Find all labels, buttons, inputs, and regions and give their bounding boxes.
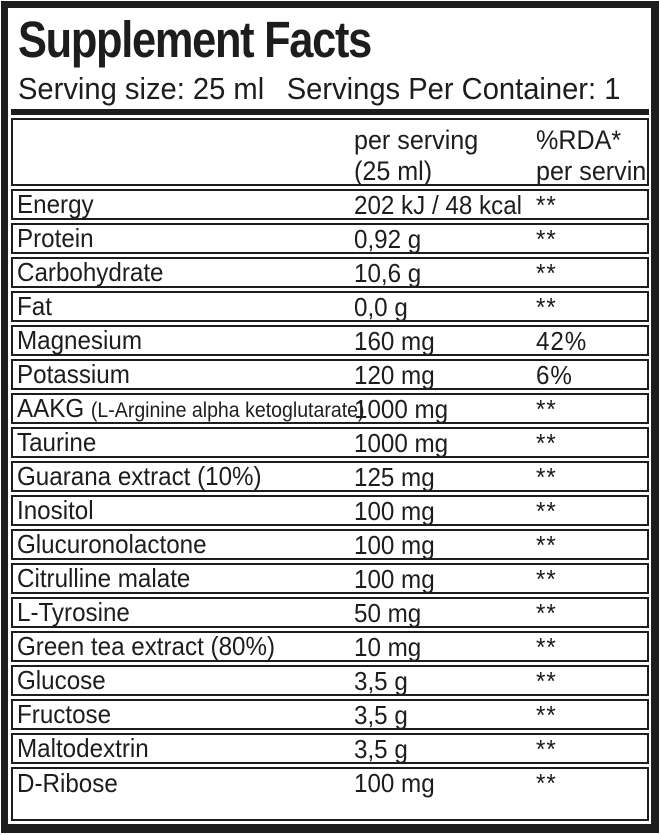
nutrient-rda: ** [536,598,557,628]
nutrient-rda: ** [536,768,557,798]
nutrient-row: D-Ribose 100 mg ** [11,767,649,821]
nutrient-rda: ** [536,632,557,662]
nutrient-note: (L-Arginine alpha ketoglutarate) [90,399,365,422]
nutrient-row: Fat 0,0 g ** [11,291,649,322]
rda-sublabel: per serving [536,156,649,186]
nutrient-row: Guarana extract (10%) 125 mg ** [11,461,649,492]
nutrient-rda: 6% [536,360,573,390]
nutrient-name: Carbohydrate [17,257,164,287]
nutrient-amount: 10 mg [354,632,422,662]
nutrient-rda: ** [536,734,557,764]
nutrient-amount: 50 mg [354,598,422,628]
nutrient-name: Citrulline malate [17,563,191,593]
nutrient-row: Maltodextrin 3,5 g ** [11,733,649,764]
nutrient-row: L-Tyrosine 50 mg ** [11,597,649,628]
nutrient-amount: 3,5 g [354,666,408,696]
nutrient-amount: 202 kJ / 48 kcal [354,190,523,220]
nutrient-name: Glucuronolactone [17,529,207,559]
nutrient-row: Inositol 100 mg ** [11,495,649,526]
nutrient-row: Carbohydrate 10,6 g ** [11,257,649,288]
nutrient-amount: 3,5 g [354,734,408,764]
nutrient-amount: 125 mg [354,462,435,492]
label-title: Supplement Facts [18,12,372,68]
per-serving-unit: (25 ml) [354,156,433,186]
nutrient-row: Glucose 3,5 g ** [11,665,649,696]
nutrient-amount: 1000 mg [354,394,449,424]
nutrient-amount: 100 mg [354,530,435,560]
nutrient-rda: 42% [536,326,588,356]
nutrient-amount: 100 mg [354,768,435,798]
label-header: Supplement Facts Serving size: 25 ml Ser… [11,12,649,115]
column-header-per-serving: per serving (25 ml) [354,125,536,186]
nutrient-name: Potassium [17,359,130,389]
nutrient-amount: 0,0 g [354,292,408,322]
nutrient-name: Maltodextrin [17,733,149,763]
nutrient-rda: ** [536,190,557,220]
nutrient-rda: ** [536,700,557,730]
nutrient-name: Taurine [17,427,97,457]
nutrient-rda: ** [536,462,557,492]
nutrient-amount: 1000 mg [354,428,449,458]
nutrient-amount: 120 mg [354,360,435,390]
column-header-rda: %RDA* per serving [536,125,649,186]
nutrient-row: Taurine 1000 mg ** [11,427,649,458]
nutrient-name: Green tea extract (80%) [17,631,276,661]
nutrient-name: Magnesium [17,325,142,355]
nutrient-rda: ** [536,258,557,288]
facts-table: per serving (25 ml) %RDA* per serving En… [11,118,649,821]
nutrient-row: Energy 202 kJ / 48 kcal ** [11,189,649,220]
per-serving-label: per serving [354,125,479,155]
nutrient-amount: 100 mg [354,496,435,526]
nutrient-name: Fat [17,291,52,321]
nutrient-row: Citrulline malate 100 mg ** [11,563,649,594]
nutrient-row: AAKG (L-Arginine alpha ketoglutarate) 10… [11,393,649,424]
nutrient-name: Inositol [17,495,94,525]
servings-per-container: Servings Per Container: 1 [286,71,621,106]
nutrient-rda: ** [536,428,557,458]
nutrient-name: Energy [17,189,94,219]
nutrient-amount: 100 mg [354,564,435,594]
nutrient-rda: ** [536,292,557,322]
nutrient-amount: 3,5 g [354,700,408,730]
nutrient-rda: ** [536,666,557,696]
nutrient-name: Guarana extract (10%) [17,461,262,491]
nutrient-rda: ** [536,224,557,254]
column-headers-row: per serving (25 ml) %RDA* per serving [11,118,649,186]
serving-size: Serving size: 25 ml [18,71,265,106]
nutrient-amount: 10,6 g [354,258,422,288]
nutrient-amount: 0,92 g [354,224,422,254]
nutrient-row: Magnesium 160 mg 42% [11,325,649,356]
nutrient-amount: 160 mg [354,326,435,356]
nutrient-rda: ** [536,496,557,526]
nutrient-name: Protein [17,223,94,253]
nutrient-name: D-Ribose [17,768,118,798]
nutrient-name: AAKG [17,393,85,423]
nutrient-name: Fructose [17,699,112,729]
nutrient-rda: ** [536,394,557,424]
nutrient-name: Glucose [17,665,106,695]
nutrient-name: L-Tyrosine [17,597,130,627]
nutrient-row: Glucuronolactone 100 mg ** [11,529,649,560]
nutrient-rda: ** [536,530,557,560]
column-header-nutrient [13,125,354,184]
nutrient-row: Green tea extract (80%) 10 mg ** [11,631,649,662]
serving-info: Serving size: 25 ml Servings Per Contain… [18,72,620,106]
nutrient-row: Potassium 120 mg 6% [11,359,649,390]
nutrient-row: Protein 0,92 g ** [11,223,649,254]
nutrient-rda: ** [536,564,557,594]
rda-label: %RDA* [536,125,622,155]
nutrient-row: Fructose 3,5 g ** [11,699,649,730]
